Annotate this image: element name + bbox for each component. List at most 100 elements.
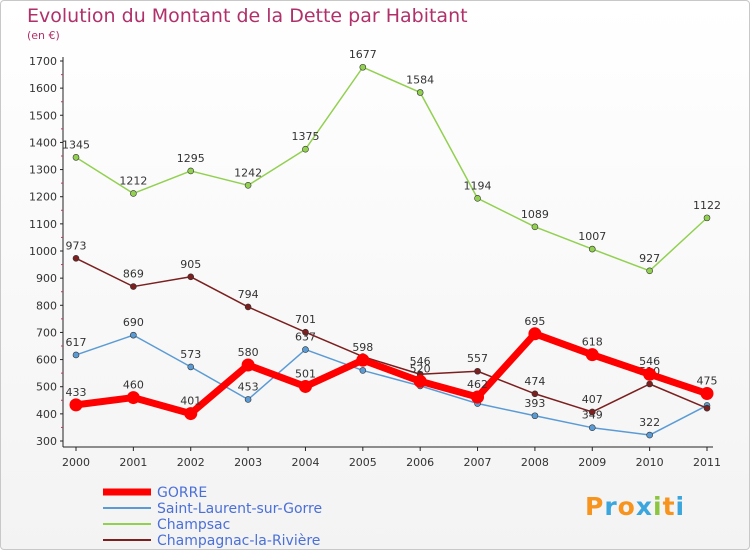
data-point-gorre — [241, 358, 255, 372]
data-label-champsac: 1295 — [177, 152, 205, 165]
x-tick-label: 2002 — [177, 456, 205, 469]
y-tick-label: 1200 — [29, 191, 57, 204]
data-point-champsac — [359, 63, 367, 71]
data-label-champsac: 1089 — [521, 208, 549, 221]
data-label-gorre: 618 — [582, 336, 603, 349]
data-label-saint-laurent-sur-gorre: 393 — [524, 397, 545, 410]
series-line-gorre — [72, 330, 711, 418]
data-label-saint-laurent-sur-gorre: 617 — [66, 336, 87, 349]
data-point-saint-laurent-sur-gorre — [72, 351, 80, 359]
legend-label: Champsac — [157, 517, 230, 533]
data-point-champagnac-la-riviere — [588, 408, 596, 416]
data-point-champsac — [703, 214, 711, 222]
data-point-champagnac-la-riviere — [187, 273, 195, 281]
data-point-gorre — [700, 387, 714, 400]
x-tick-label: 2009 — [578, 456, 606, 469]
data-point-saint-laurent-sur-gorre — [244, 396, 252, 403]
proxiti-logo: Proxiti — [585, 492, 686, 521]
data-point-champsac — [474, 195, 481, 202]
x-tick-label: 2001 — [119, 456, 147, 469]
data-label-gorre: 475 — [697, 375, 718, 388]
data-point-champagnac-la-riviere — [646, 380, 653, 388]
y-tick-label: 700 — [36, 326, 57, 339]
x-tick-label: 2011 — [693, 456, 721, 469]
data-label-champagnac-la-riviere: 407 — [582, 393, 603, 406]
data-label-gorre: 520 — [410, 362, 431, 375]
data-label-gorre: 546 — [639, 355, 660, 368]
data-point-champagnac-la-riviere — [244, 303, 252, 311]
data-label-champagnac-la-riviere: 701 — [295, 313, 316, 326]
data-label-champagnac-la-riviere: 869 — [123, 268, 144, 281]
data-point-champagnac-la-riviere — [72, 255, 80, 262]
y-tick-label: 900 — [36, 272, 57, 285]
data-point-champsac — [187, 167, 195, 175]
data-label-champagnac-la-riviere: 794 — [238, 288, 259, 301]
data-point-gorre — [184, 407, 198, 421]
x-tick-label: 2007 — [464, 456, 492, 469]
data-point-gorre — [298, 379, 312, 393]
y-tick-label: 1100 — [29, 218, 57, 231]
y-tick-label: 800 — [36, 299, 57, 312]
data-point-saint-laurent-sur-gorre — [130, 331, 137, 339]
chart-subtitle: (en €) — [27, 29, 60, 42]
data-label-champagnac-la-riviere: 546 — [410, 355, 431, 368]
data-label-saint-laurent-sur-gorre: 453 — [238, 380, 259, 393]
chart-title: Evolution du Montant de la Dette par Hab… — [27, 5, 468, 27]
x-tick-label: 2003 — [234, 456, 262, 469]
legend-label: Saint-Laurent-sur-Gorre — [157, 501, 322, 517]
y-tick-label: 1300 — [29, 164, 57, 177]
data-label-gorre: 433 — [66, 386, 87, 399]
data-point-champagnac-la-riviere — [703, 404, 711, 412]
data-point-gorre — [413, 374, 427, 388]
series-line-champsac — [75, 66, 708, 272]
data-point-gorre — [126, 391, 140, 405]
x-tick-label: 2005 — [349, 456, 377, 469]
data-label-champsac: 1345 — [62, 138, 90, 151]
data-label-champagnac-la-riviere: 973 — [66, 239, 87, 252]
y-tick-label: 1400 — [29, 136, 57, 149]
data-point-champagnac-la-riviere — [474, 367, 481, 375]
data-label-champsac: 1212 — [119, 174, 147, 187]
data-point-champagnac-la-riviere — [302, 328, 309, 336]
data-label-saint-laurent-sur-gorre: 573 — [180, 348, 201, 361]
data-label-gorre: 501 — [295, 367, 316, 380]
data-point-champsac — [416, 89, 424, 96]
data-label-gorre: 580 — [238, 346, 259, 359]
data-point-champsac — [130, 190, 137, 197]
legend-label: Champagnac-la-Rivière — [157, 533, 320, 549]
y-tick-label: 1000 — [29, 245, 57, 258]
y-tick-label: 1600 — [29, 82, 57, 95]
data-label-gorre: 460 — [123, 379, 144, 392]
y-tick-label: 600 — [36, 354, 57, 367]
data-label-champagnac-la-riviere: 905 — [180, 258, 201, 271]
data-label-champsac: 1007 — [578, 230, 606, 243]
data-label-champsac: 1242 — [234, 166, 262, 179]
data-point-gorre — [471, 390, 485, 404]
data-point-champagnac-la-riviere — [531, 390, 539, 398]
data-point-saint-laurent-sur-gorre — [302, 346, 309, 353]
y-tick-label: 1700 — [29, 55, 57, 68]
data-label-champsac: 1122 — [693, 199, 721, 212]
data-point-champsac — [72, 154, 80, 161]
data-label-champagnac-la-riviere: 557 — [467, 352, 488, 365]
data-label-champsac: 1584 — [406, 73, 434, 86]
data-label-champsac: 927 — [639, 252, 660, 265]
data-point-gorre — [528, 327, 542, 341]
data-point-saint-laurent-sur-gorre — [359, 367, 367, 374]
data-point-saint-laurent-sur-gorre — [646, 431, 653, 439]
data-point-champsac — [588, 245, 596, 253]
y-tick-label: 400 — [36, 408, 57, 421]
legend-label: GORRE — [157, 485, 207, 501]
data-label-champsac: 1194 — [464, 179, 492, 192]
y-tick-label: 300 — [36, 435, 57, 448]
y-tick-label: 500 — [36, 381, 57, 394]
data-label-saint-laurent-sur-gorre: 690 — [123, 316, 144, 329]
series-line-champagnac-la-riviere — [75, 257, 708, 413]
data-label-champagnac-la-riviere: 474 — [524, 375, 545, 388]
data-point-saint-laurent-sur-gorre — [588, 424, 596, 432]
data-point-saint-laurent-sur-gorre — [531, 412, 539, 420]
x-tick-label: 2006 — [406, 456, 434, 469]
data-label-saint-laurent-sur-gorre: 322 — [639, 416, 660, 429]
